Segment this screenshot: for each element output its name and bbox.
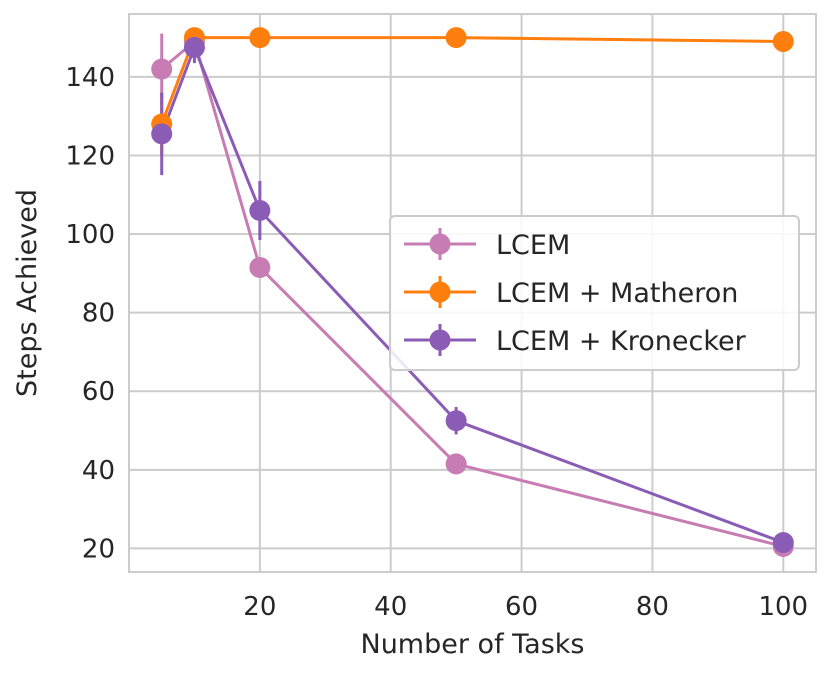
data-point: [772, 31, 794, 53]
x-tick-label: 80: [636, 592, 669, 622]
x-tick-label: 40: [374, 592, 407, 622]
y-tick-label: 40: [82, 456, 115, 486]
plot-frame: [128, 13, 817, 573]
legend-label: LCEM: [496, 230, 570, 261]
data-point: [249, 199, 271, 221]
data-point: [249, 27, 271, 49]
data-point: [151, 58, 173, 80]
data-point: [445, 453, 467, 475]
series-line: [160, 36, 784, 125]
data-points: [151, 27, 794, 557]
y-axis-label: Steps Achieved: [12, 189, 43, 397]
data-point: [183, 36, 205, 58]
legend-label: LCEM + Kronecker: [496, 326, 747, 357]
data-point: [445, 27, 467, 49]
x-tick-label: 20: [243, 592, 276, 622]
y-tick-labels: 20 40 60 80 100 120 140: [65, 63, 115, 565]
y-tick-label: 20: [82, 534, 115, 564]
legend-box: [389, 215, 800, 371]
y-tick-label: 140: [65, 63, 115, 93]
legend-marker: [429, 329, 451, 351]
y-tick-label: 120: [65, 141, 115, 171]
data-point: [151, 123, 173, 145]
legend-marker: [429, 233, 451, 255]
data-point: [445, 410, 467, 432]
x-tick-labels: 20 40 60 80 100: [243, 592, 808, 622]
x-tick-label: 100: [758, 592, 808, 622]
legend: LCEM LCEM + Matheron LCEM + Kronecker: [389, 215, 800, 371]
x-axis-label: Number of Tasks: [361, 629, 585, 660]
y-tick-label: 60: [82, 377, 115, 407]
legend-marker: [429, 281, 451, 303]
legend-label: LCEM + Matheron: [496, 278, 738, 309]
y-tick-label: 100: [65, 220, 115, 250]
data-point: [249, 256, 271, 278]
data-point: [772, 532, 794, 554]
y-tick-label: 80: [82, 299, 115, 329]
x-tick-label: 60: [505, 592, 538, 622]
